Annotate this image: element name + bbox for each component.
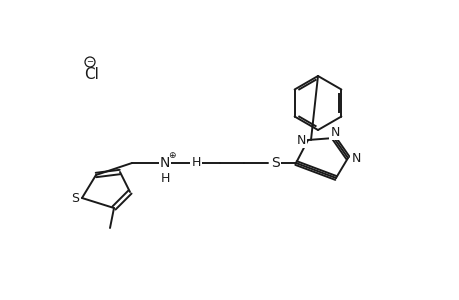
Text: N: N <box>159 156 170 170</box>
Text: S: S <box>71 193 79 206</box>
Text: Cl: Cl <box>84 67 99 82</box>
Text: −: − <box>86 58 93 67</box>
Text: N: N <box>351 152 360 164</box>
Text: ⊕: ⊕ <box>168 152 175 160</box>
Text: N: N <box>296 134 305 146</box>
Text: N: N <box>330 125 339 139</box>
Text: S: S <box>271 156 280 170</box>
Text: H: H <box>160 172 169 184</box>
Text: H: H <box>191 157 200 169</box>
